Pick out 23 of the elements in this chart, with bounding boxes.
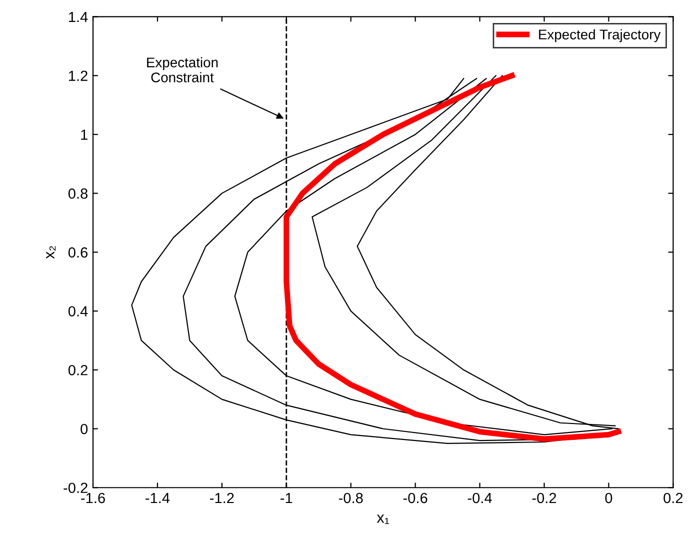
- y-tick-label: 0.4: [68, 306, 88, 316]
- y-tick-label: 0.2: [68, 365, 88, 376]
- legend-label: Expected Trajectory: [539, 29, 661, 42]
- x-tick-label: 0.2: [664, 492, 683, 504]
- y-tick-label: 1.4: [68, 12, 88, 22]
- x-tick-label: -1: [280, 493, 292, 504]
- x-tick-label: -1.2: [210, 492, 234, 504]
- y-tick-label: 0: [80, 424, 88, 434]
- x-tick-label: -0.8: [338, 492, 363, 504]
- x-tick-label: -1.6: [81, 492, 105, 504]
- annotation: Expectation Constraint: [147, 57, 218, 82]
- y-tick-label: -0.2: [64, 482, 88, 494]
- x-tick-label: 0: [605, 492, 612, 504]
- y-tick-label: 1: [81, 130, 88, 140]
- x-tick-label: -0.6: [403, 492, 428, 504]
- x-tick-label: -1.4: [146, 493, 170, 504]
- x-tick-label: -0.4: [468, 492, 492, 504]
- y-axis-title: x₂: [46, 246, 56, 259]
- y-tick-label: 0.8: [68, 188, 88, 199]
- y-tick-label: 1.2: [68, 70, 88, 81]
- x-tick-label: -0.2: [532, 492, 556, 504]
- x-axis-title: x₁: [376, 514, 390, 524]
- y-tick-label: 0.6: [68, 247, 88, 258]
